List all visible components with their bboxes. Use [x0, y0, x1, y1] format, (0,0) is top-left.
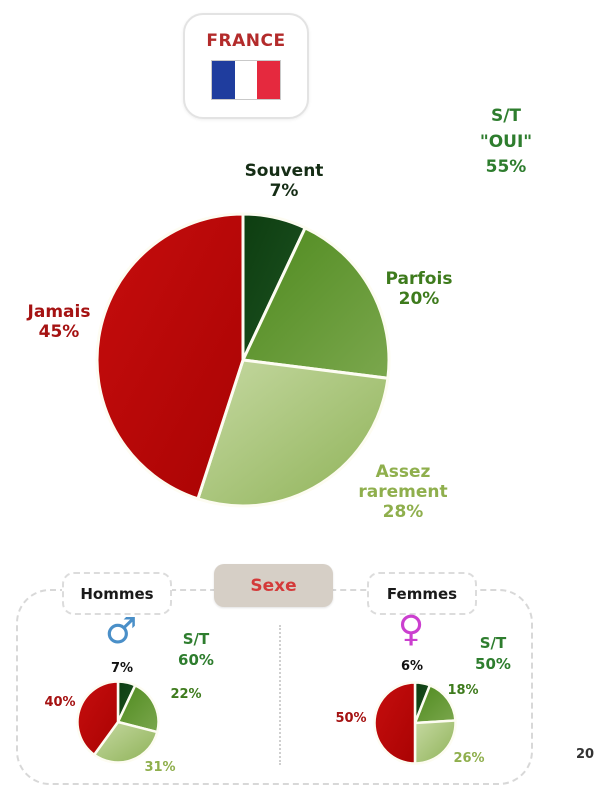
country-label: FRANCE [206, 31, 286, 51]
gender-divider [279, 625, 281, 765]
flag-stripe-red [257, 61, 281, 99]
hommes-pct-souvent: 7% [110, 661, 134, 676]
femmes-label: Femmes [386, 584, 458, 603]
sexe-title-box: Sexe [214, 564, 333, 607]
pie-slice-jamais [95, 212, 245, 501]
pie-slice-assez-rarement [196, 358, 390, 508]
slice-label-assez-rarement: Assez rarement 28% [358, 462, 448, 523]
pie-slice-jamais [373, 681, 417, 765]
male-icon: ♂ [104, 611, 138, 652]
femmes-pct-jamais: 50% [335, 711, 367, 726]
pie-slice-jamais [76, 680, 120, 757]
subtotal-femmes-label: S/T 50% [475, 634, 511, 674]
sexe-title: Sexe [250, 575, 297, 596]
femmes-pct-assez-rarement: 26% [453, 751, 485, 766]
hommes-box: Hommes [62, 572, 172, 615]
pie-chart-france [95, 212, 391, 508]
page-number: 20 [576, 747, 595, 762]
pie-slice-parfois [116, 684, 160, 734]
pie-slice-assez-rarement [92, 720, 159, 764]
france-flag-icon [211, 60, 281, 100]
subtotal-oui-label: S/T "OUI" 55% [479, 106, 533, 177]
pie-chart-hommes [76, 680, 160, 764]
femmes-pct-souvent: 6% [400, 659, 424, 674]
hommes-pct-assez-rarement: 31% [144, 760, 176, 775]
hommes-pct-parfois: 22% [170, 687, 202, 702]
femmes-pct-parfois: 18% [447, 683, 479, 698]
pie-slice-parfois [241, 226, 391, 380]
hommes-label: Hommes [80, 584, 154, 603]
pie-slice-assez-rarement [413, 719, 457, 765]
slice-label-parfois: Parfois 20% [385, 269, 453, 310]
pie-chart-femmes [373, 681, 457, 765]
hommes-pct-jamais: 40% [44, 695, 76, 710]
slice-label-souvent: Souvent 7% [244, 161, 324, 202]
flag-stripe-blue [212, 61, 235, 99]
female-icon: ♀ [397, 609, 425, 650]
country-card: FRANCE [183, 13, 309, 119]
subtotal-hommes-label: S/T 60% [178, 630, 214, 670]
flag-stripe-white [234, 61, 258, 99]
femmes-box: Femmes [367, 572, 477, 615]
slice-label-jamais: Jamais 45% [27, 302, 91, 343]
